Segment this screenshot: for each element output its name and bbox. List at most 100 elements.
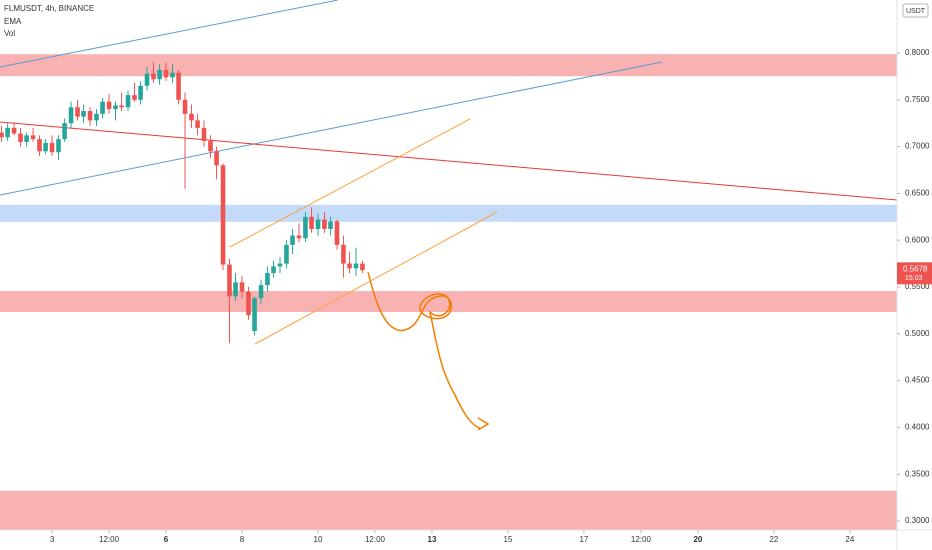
- candle-body: [68, 107, 74, 124]
- candle-body: [37, 139, 42, 152]
- y-tick-label: 0.3000: [905, 516, 930, 525]
- candle-body: [334, 221, 340, 245]
- countdown-label: 15:03: [905, 275, 923, 282]
- candle-body: [62, 123, 67, 140]
- symbol-title: FLMUSDT, 4h, BINANCE: [4, 4, 94, 13]
- candle-body: [30, 135, 36, 140]
- candle-body: [176, 72, 181, 100]
- candle-body: [360, 263, 365, 271]
- last-price-label: 0.5678: [903, 264, 928, 273]
- candle-body: [182, 99, 188, 114]
- candle-body: [5, 127, 10, 138]
- candle-body: [290, 235, 295, 245]
- y-tick-label: 0.4500: [905, 376, 930, 385]
- candle-body: [328, 221, 333, 229]
- candle-body: [284, 244, 289, 264]
- candle-body: [138, 85, 143, 100]
- candle-body: [49, 142, 55, 153]
- candle-body: [277, 263, 283, 267]
- x-tick-label: 22: [769, 535, 778, 544]
- candle-body: [233, 282, 238, 297]
- candle-body: [220, 165, 226, 265]
- candle-body: [309, 216, 314, 229]
- candle-body: [24, 135, 29, 142]
- currency-box[interactable]: [902, 3, 929, 18]
- x-tick-label: 8: [240, 535, 245, 544]
- y-tick-label: 0.5500: [905, 282, 930, 291]
- candle-body: [163, 69, 169, 78]
- candle-body: [75, 107, 80, 117]
- axes: 0.3000 0.3500 0.4000 0.4500 0.5000 0.5500 0.60…: [50, 48, 932, 544]
- candle-body: [347, 263, 352, 269]
- x-tick-label: 12:00: [99, 535, 120, 544]
- candle-body: [170, 72, 175, 78]
- candle-body: [100, 101, 105, 114]
- x-tick-label: 3: [50, 535, 55, 544]
- trend-line: [0, 61, 663, 196]
- y-tick-label: 0.6500: [905, 189, 930, 198]
- channel-line: [229, 118, 471, 248]
- y-tick-label: 0.6000: [905, 235, 930, 244]
- candle-body: [265, 272, 270, 286]
- candle-body: [214, 151, 219, 166]
- y-tick-label: 0.7000: [905, 142, 930, 151]
- candle-body: [18, 133, 23, 142]
- candle-body: [296, 235, 302, 239]
- candle-body: [157, 69, 162, 80]
- hand-drawing: [367, 271, 490, 431]
- drawings: [0, 0, 898, 431]
- candle-body: [341, 244, 346, 264]
- price-zone: [0, 490, 897, 530]
- y-tick-label: 0.7500: [905, 95, 930, 104]
- candle-body: [303, 216, 308, 239]
- candles: [0, 62, 365, 344]
- candle-body: [195, 120, 200, 128]
- x-tick-label: 10: [314, 535, 323, 544]
- candle-body: [201, 127, 207, 141]
- y-tick-label: 0.4000: [905, 423, 930, 432]
- x-tick-label: 6: [164, 535, 169, 544]
- x-tick-label: 24: [845, 535, 854, 544]
- candle-body: [43, 142, 48, 152]
- y-tick-label: 0.8000: [905, 48, 930, 57]
- candle-body: [106, 101, 112, 110]
- price-zone: [0, 204, 897, 222]
- candle-body: [353, 263, 359, 269]
- candle-body: [252, 298, 257, 331]
- trend-line: [0, 0, 339, 68]
- price-zone: [0, 291, 897, 312]
- x-tick-label: 20: [693, 535, 702, 544]
- x-tick-label: 12:00: [631, 535, 652, 544]
- candle-body: [87, 111, 93, 121]
- candle-body: [189, 113, 194, 121]
- candle-body: [258, 285, 264, 299]
- x-tick-label: 13: [428, 535, 437, 544]
- candle-body: [239, 282, 245, 292]
- candle-body: [208, 140, 213, 152]
- candle-body: [227, 264, 232, 297]
- trend-line: [0, 121, 898, 201]
- indicator-label: EMA: [4, 17, 22, 26]
- zones: [0, 54, 897, 530]
- candle-body: [246, 291, 251, 316]
- candle-body: [119, 105, 124, 108]
- price-zone: [0, 54, 897, 77]
- candle-body: [125, 95, 131, 108]
- candle-body: [132, 95, 137, 100]
- candle-body: [11, 127, 17, 134]
- indicator-label: Vol: [4, 29, 15, 38]
- candle-body: [315, 219, 321, 229]
- candle-body: [271, 266, 276, 273]
- x-tick-label: 15: [504, 535, 513, 544]
- currency-label[interactable]: USDT: [906, 8, 926, 15]
- channel-line: [254, 211, 498, 345]
- candle-body: [322, 219, 327, 229]
- candle-body: [0, 132, 4, 138]
- candle-body: [56, 139, 61, 153]
- candle-body: [81, 111, 86, 117]
- candle-body: [144, 73, 150, 86]
- candle-body: [94, 113, 99, 121]
- candle-body: [151, 73, 156, 80]
